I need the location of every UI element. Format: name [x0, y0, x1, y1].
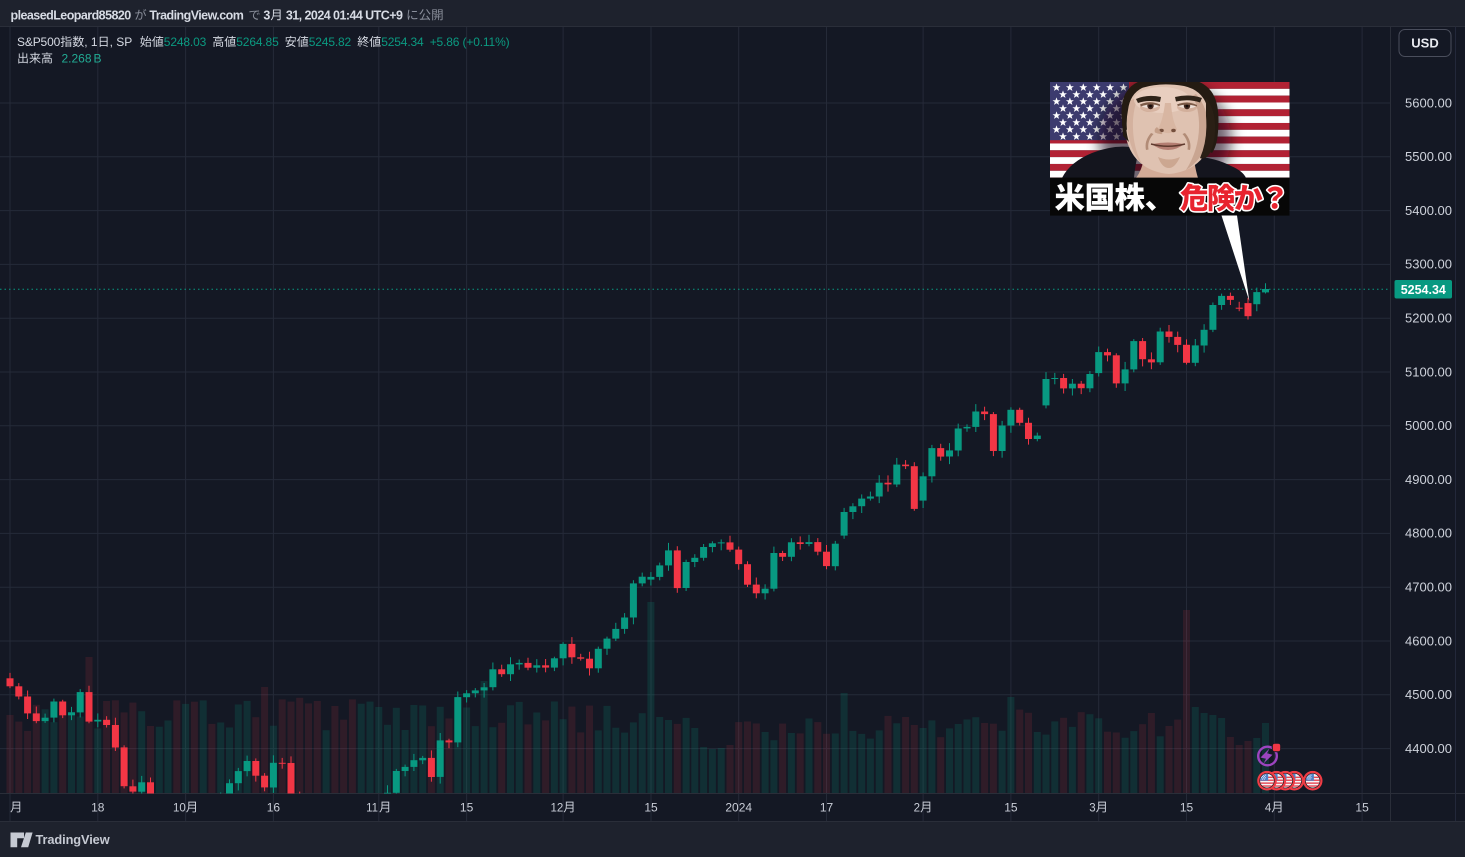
- svg-text:15: 15: [1004, 801, 1018, 815]
- svg-text:5000.00: 5000.00: [1405, 418, 1452, 433]
- svg-text:B: B: [94, 52, 102, 66]
- svg-text:, SP: , SP: [110, 35, 133, 49]
- svg-text:4800.00: 4800.00: [1405, 526, 1452, 541]
- svg-text:31, 2024 01:44 UTC+9: 31, 2024 01:44 UTC+9: [286, 8, 403, 22]
- svg-text:15: 15: [460, 801, 474, 815]
- svg-text:2024: 2024: [725, 801, 752, 815]
- svg-text:4400.00: 4400.00: [1405, 741, 1452, 756]
- svg-text:2: 2: [914, 803, 920, 815]
- svg-text:S&P500: S&P500: [17, 35, 61, 49]
- svg-text:16: 16: [267, 801, 281, 815]
- svg-text:15: 15: [1180, 801, 1194, 815]
- svg-text:4700.00: 4700.00: [1405, 580, 1452, 595]
- svg-text:2.268: 2.268: [62, 52, 92, 66]
- svg-text:5248.03: 5248.03: [164, 35, 207, 49]
- svg-text:pleasedLeopard85820: pleasedLeopard85820: [11, 8, 132, 22]
- svg-text:TradingView: TradingView: [36, 832, 110, 847]
- svg-text:5245.82: 5245.82: [309, 35, 352, 49]
- svg-text:4500.00: 4500.00: [1405, 687, 1452, 702]
- svg-text:5300.00: 5300.00: [1405, 257, 1452, 272]
- svg-text:+5.86 (+0.11%): +5.86 (+0.11%): [430, 35, 510, 49]
- svg-text:15: 15: [1355, 801, 1369, 815]
- svg-text:5500.00: 5500.00: [1405, 149, 1452, 164]
- svg-text:3: 3: [1089, 803, 1095, 815]
- svg-text:4900.00: 4900.00: [1405, 472, 1452, 487]
- svg-text:11: 11: [366, 803, 378, 815]
- svg-text:5200.00: 5200.00: [1405, 311, 1452, 326]
- svg-text:15: 15: [644, 801, 658, 815]
- svg-text:18: 18: [91, 801, 105, 815]
- svg-text:12: 12: [550, 803, 563, 815]
- svg-text:5254.34: 5254.34: [1401, 283, 1446, 297]
- svg-text:, 1: , 1: [84, 35, 98, 49]
- svg-text:5264.85: 5264.85: [236, 35, 279, 49]
- svg-text:5400.00: 5400.00: [1405, 203, 1452, 218]
- svg-text:5254.34: 5254.34: [381, 35, 424, 49]
- svg-text:5600.00: 5600.00: [1405, 95, 1452, 110]
- svg-text:USD: USD: [1411, 36, 1438, 51]
- svg-text:17: 17: [820, 801, 834, 815]
- svg-text:4: 4: [1265, 803, 1272, 815]
- svg-text:4600.00: 4600.00: [1405, 633, 1452, 648]
- svg-text:3: 3: [263, 8, 270, 22]
- svg-text:10: 10: [173, 803, 186, 815]
- svg-text:TradingView.com: TradingView.com: [149, 8, 243, 22]
- svg-text:5100.00: 5100.00: [1405, 364, 1452, 379]
